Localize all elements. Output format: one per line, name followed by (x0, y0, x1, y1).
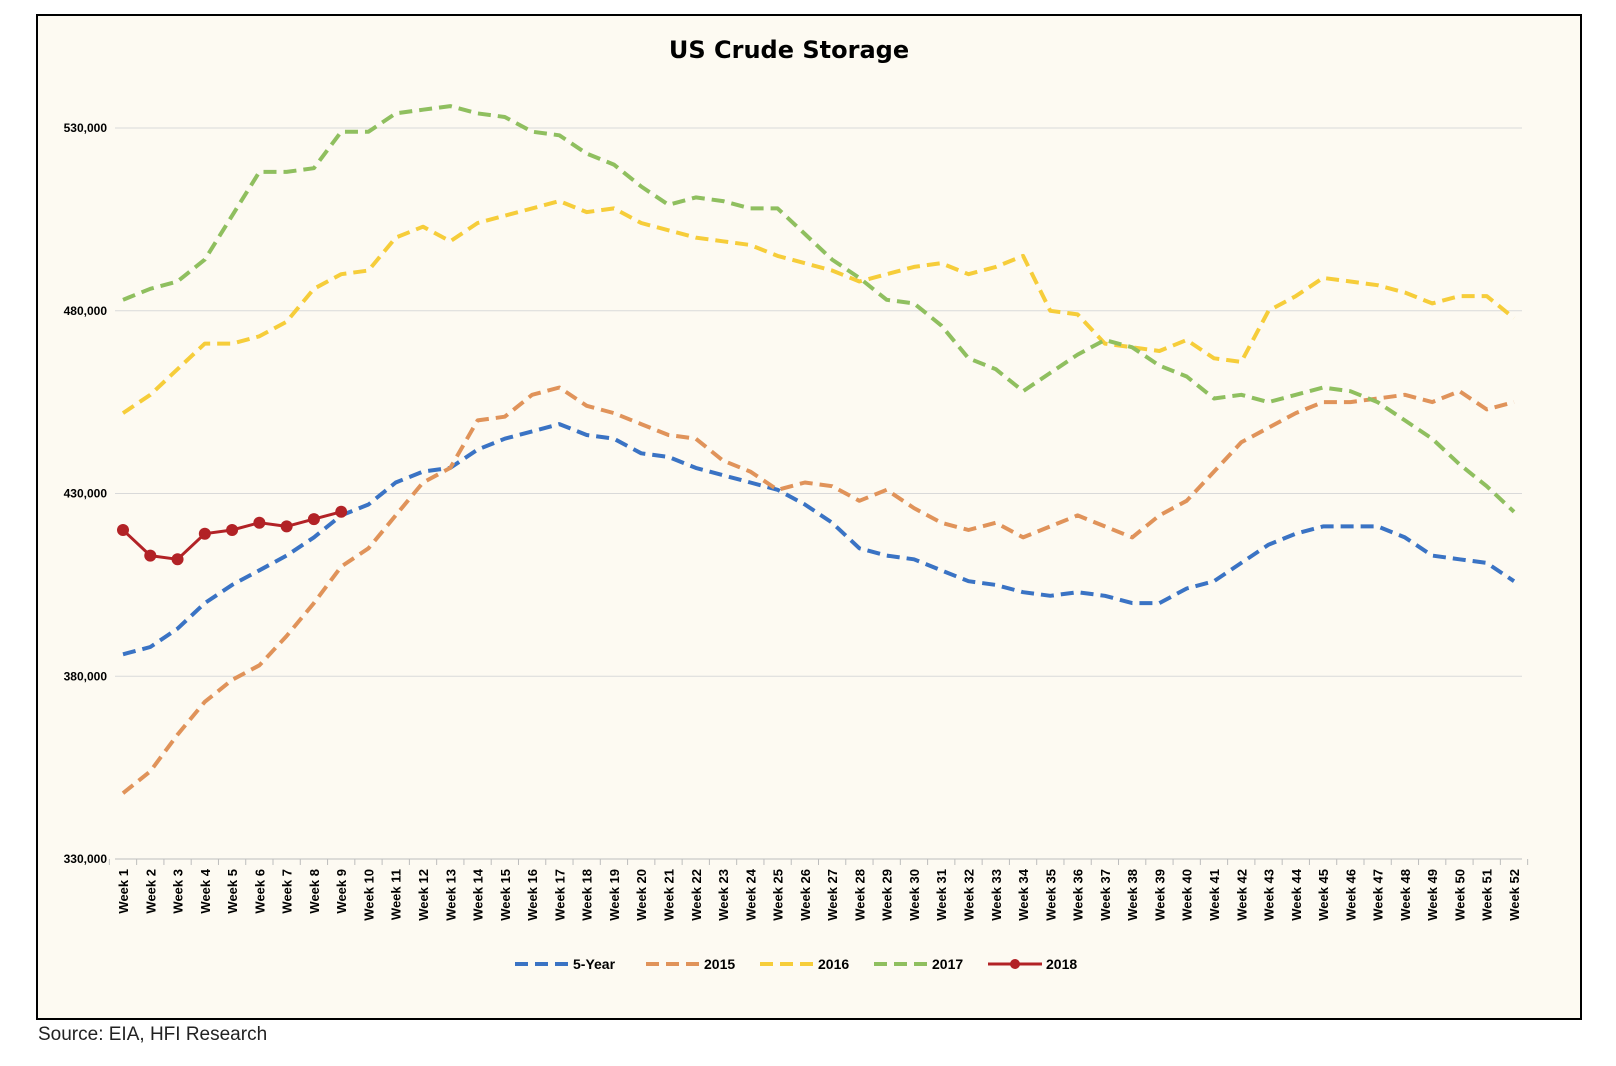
x-tick-label: Week 3 (171, 869, 186, 914)
x-tick-label: Week 34 (1016, 868, 1031, 921)
x-tick-label: Week 35 (1043, 869, 1058, 921)
legend-item-2017: 2017 (874, 956, 963, 972)
legend-item-2018: 2018 (988, 956, 1077, 972)
x-tick-label: Week 51 (1480, 869, 1495, 921)
x-tick-label: Week 36 (1071, 869, 1086, 921)
x-tick-label: Week 19 (607, 869, 622, 921)
x-tick-label: Week 44 (1289, 868, 1304, 921)
y-tick-label: 330,000 (64, 852, 108, 866)
legend-label: 2017 (932, 956, 963, 972)
x-tick-label: Week 21 (661, 869, 676, 921)
x-tick-label: Week 50 (1452, 869, 1467, 921)
legend-label: 5-Year (573, 956, 616, 972)
x-tick-label: Week 28 (852, 869, 867, 921)
x-tick-label: Week 31 (934, 869, 949, 921)
x-tick-label: Week 7 (280, 869, 295, 914)
x-tick-label: Week 46 (1343, 869, 1358, 921)
x-axis: Week 1 Week 2 Week 3 Week 4 Week 5 Week 6 Week… (108, 859, 1529, 921)
x-tick-label: Week 40 (1180, 869, 1195, 921)
x-tick-label: Week 13 (443, 869, 458, 921)
x-tick-label: Week 14 (471, 868, 486, 921)
legend-label: 2018 (1046, 956, 1077, 972)
x-tick-label: Week 18 (580, 869, 595, 921)
y-axis-ticks: 330,000 380,000 430,000 480,000 530,000 (64, 121, 108, 866)
x-tick-label: Week 20 (634, 869, 649, 921)
x-tick-label: Week 1 (116, 869, 131, 914)
x-tick-label: Week 15 (498, 869, 513, 921)
x-tick-label: Week 37 (1098, 869, 1113, 921)
legend-item-2016: 2016 (760, 956, 849, 972)
legend-label: 2016 (818, 956, 849, 972)
data-point-2018 (198, 527, 211, 540)
series-line-5-year (122, 422, 1516, 657)
series-line-2015 (121, 385, 1515, 795)
x-tick-label: Week 43 (1262, 869, 1277, 921)
source-note: Source: EIA, HFI Research (38, 1024, 268, 1045)
chart-frame: US Crude Storage 330,000 380,000 430,000 48… (36, 14, 1582, 1020)
x-tick-label: Week 29 (880, 869, 895, 921)
x-tick-label: Week 25 (771, 869, 786, 921)
data-point-2018 (144, 549, 157, 562)
x-tick-label: Week 49 (1425, 869, 1440, 921)
x-tick-label: Week 30 (907, 869, 922, 921)
series-layer (117, 104, 1516, 795)
x-tick-label: Week 5 (225, 869, 240, 914)
chart-svg: US Crude Storage 330,000 380,000 430,000 48… (64, 36, 1529, 972)
x-tick-label: Week 6 (252, 869, 267, 914)
x-tick-label: Week 10 (361, 869, 376, 921)
legend-item-2015: 2015 (646, 956, 735, 972)
x-tick-label: Week 26 (798, 869, 813, 921)
x-tick-label: Week 2 (143, 869, 158, 914)
data-point-2018 (280, 520, 293, 533)
x-tick-label: Week 22 (689, 869, 704, 921)
legend-marker (1010, 959, 1020, 969)
legend-item-5-year: 5-Year (515, 956, 616, 972)
data-point-2018 (335, 505, 348, 518)
x-tick-label: Week 4 (198, 868, 213, 913)
data-point-2018 (117, 524, 129, 537)
x-tick-label: Week 33 (989, 869, 1004, 921)
data-point-2018 (307, 513, 320, 526)
x-tick-label: Week 11 (389, 869, 404, 920)
x-tick-label: Week 38 (1125, 869, 1140, 921)
x-tick-label: Week 12 (416, 869, 431, 921)
legend: 5-Year 2015 2016 2017 2018 (515, 956, 1077, 972)
x-tick-label: Week 42 (1234, 869, 1249, 921)
x-tick-label: Week 23 (716, 869, 731, 921)
y-tick-label: 530,000 (64, 121, 108, 135)
data-point-2018 (253, 516, 266, 529)
x-tick-label: Week 47 (1371, 869, 1386, 921)
legend-label: 2015 (704, 956, 735, 972)
x-tick-label: Week 16 (525, 869, 540, 921)
chart-title: US Crude Storage (669, 36, 909, 64)
grid-layer (115, 127, 1522, 860)
x-tick-label: Week 9 (334, 869, 349, 914)
x-tick-label: Week 41 (1207, 869, 1222, 921)
x-tick-label: Week 24 (743, 868, 758, 921)
x-tick-label: Week 8 (307, 869, 322, 914)
data-point-2018 (226, 524, 239, 537)
y-tick-label: 430,000 (64, 487, 108, 501)
x-tick-label: Week 52 (1507, 869, 1522, 921)
x-tick-label: Week 39 (1152, 869, 1167, 921)
y-tick-label: 480,000 (64, 304, 108, 318)
x-tick-label: Week 27 (825, 869, 840, 921)
series-line-2016 (121, 199, 1516, 415)
x-tick-label: Week 32 (962, 869, 977, 921)
series-line-2017 (122, 104, 1516, 514)
x-tick-label: Week 48 (1398, 869, 1413, 921)
y-tick-label: 380,000 (64, 669, 108, 683)
x-tick-label: Week 45 (1316, 869, 1331, 921)
data-point-2018 (171, 553, 184, 566)
x-tick-label: Week 17 (552, 869, 567, 921)
